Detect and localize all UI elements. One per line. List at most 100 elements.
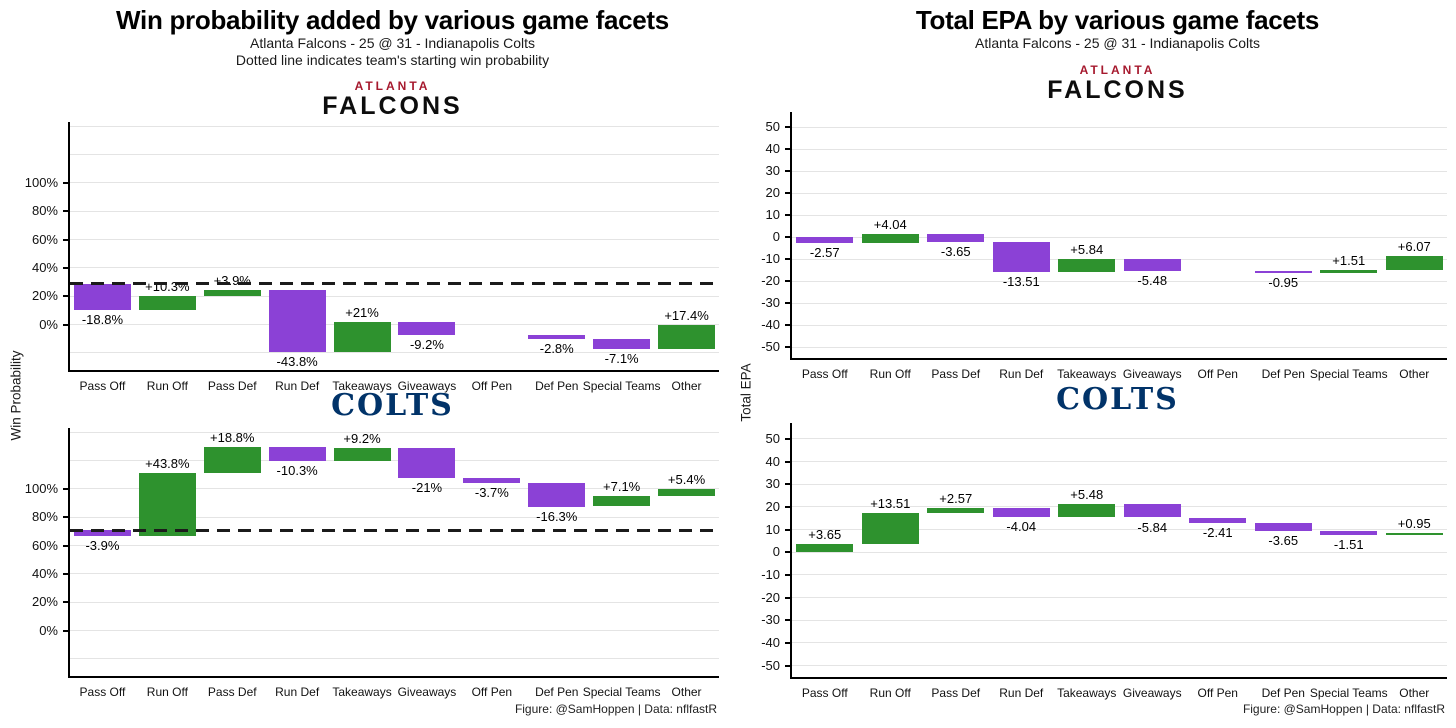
gridline bbox=[70, 154, 719, 156]
y-tick-label: 0% bbox=[39, 622, 58, 638]
gridline bbox=[792, 574, 1447, 576]
starting-win-probability-dashed-line bbox=[70, 528, 719, 532]
gridline bbox=[792, 642, 1447, 644]
x-category-label: Run Off bbox=[146, 379, 188, 393]
wp-y-axis-label: Win Probability bbox=[2, 290, 30, 500]
bar-value-label: +5.4% bbox=[667, 471, 706, 487]
bar bbox=[658, 488, 716, 497]
x-category-label: Run Off bbox=[869, 686, 911, 700]
x-category-label: Pass Off bbox=[801, 367, 848, 381]
x-category-label: Pass Def bbox=[207, 379, 257, 393]
bar bbox=[1123, 258, 1181, 271]
gridline bbox=[70, 239, 719, 241]
y-tick-label: -30 bbox=[761, 612, 780, 628]
bar bbox=[861, 513, 919, 544]
bar-value-label: +0.95 bbox=[1397, 515, 1431, 531]
bar-value-label: +13.51 bbox=[870, 496, 911, 512]
gridline bbox=[792, 258, 1447, 260]
y-tick-mark bbox=[785, 170, 792, 173]
y-tick-mark bbox=[785, 483, 792, 486]
gridline bbox=[792, 214, 1447, 216]
gridline bbox=[70, 573, 719, 575]
x-category-label: Def Pen bbox=[535, 685, 579, 699]
gridline bbox=[792, 170, 1447, 172]
y-tick-mark bbox=[785, 192, 792, 195]
x-category-label: Run Def bbox=[999, 367, 1044, 381]
gridline bbox=[70, 488, 719, 490]
bar bbox=[333, 448, 391, 462]
y-tick-label: 0 bbox=[772, 544, 780, 560]
bar-value-label: +7.1% bbox=[603, 479, 641, 495]
falcons-name-text: FALCONS bbox=[1047, 75, 1188, 104]
y-tick-mark bbox=[785, 664, 792, 667]
falcons-wp-chart: 0% 20% 40% 60% 80% 100% Pass Off -18.8% Run Off +… bbox=[25, 122, 719, 393]
win-probability-panel: Win probability added by various game fa… bbox=[2, 6, 719, 716]
y-tick-mark bbox=[63, 516, 70, 519]
bar bbox=[203, 446, 261, 474]
bar bbox=[658, 324, 716, 350]
epa-y-axis-label: Total EPA bbox=[732, 287, 760, 497]
bar-value-label: -0.95 bbox=[1268, 274, 1299, 290]
y-tick-mark bbox=[785, 505, 792, 508]
wp-header: Win probability added by various game fa… bbox=[68, 6, 717, 70]
y-tick-mark bbox=[63, 323, 70, 326]
bar-value-label: -3.65 bbox=[1268, 533, 1299, 549]
bar bbox=[927, 233, 985, 242]
gridline bbox=[70, 182, 719, 184]
gridline bbox=[792, 597, 1447, 599]
y-tick-mark bbox=[785, 302, 792, 305]
y-tick-label: -40 bbox=[761, 317, 780, 333]
y-tick-label: -40 bbox=[761, 634, 780, 650]
bar bbox=[398, 322, 456, 336]
gridline bbox=[70, 601, 719, 603]
bar bbox=[796, 237, 854, 243]
bar-value-label: +5.84 bbox=[1070, 241, 1104, 257]
x-category-label: Run Def bbox=[275, 379, 320, 393]
y-tick-label: -50 bbox=[761, 339, 780, 355]
gridline bbox=[70, 267, 719, 269]
bar-value-label: -3.65 bbox=[940, 243, 971, 259]
gridline bbox=[792, 148, 1447, 150]
gridline bbox=[792, 665, 1447, 667]
y-tick-label: -50 bbox=[761, 657, 780, 673]
gridline bbox=[792, 529, 1447, 531]
bar-value-label: +18.8% bbox=[210, 429, 255, 445]
gridline bbox=[70, 210, 719, 212]
bar bbox=[73, 283, 131, 311]
bar bbox=[593, 496, 651, 507]
bar bbox=[203, 290, 261, 296]
y-tick-mark bbox=[63, 210, 70, 213]
y-tick-label: 50 bbox=[765, 119, 780, 135]
y-tick-label: 100% bbox=[24, 480, 58, 496]
y-tick-label: 80% bbox=[31, 509, 58, 525]
x-category-label: Pass Def bbox=[931, 367, 981, 381]
y-tick-label: 20% bbox=[31, 594, 58, 610]
gridline bbox=[792, 483, 1447, 485]
gridline bbox=[792, 619, 1447, 621]
bar bbox=[1385, 532, 1443, 535]
y-tick-mark bbox=[63, 487, 70, 490]
x-category-label: Off Pen bbox=[1197, 686, 1238, 700]
y-tick-mark bbox=[785, 346, 792, 349]
y-tick-label: 40% bbox=[31, 565, 58, 581]
gridline bbox=[70, 125, 719, 127]
gridline bbox=[792, 346, 1447, 348]
bar-value-label: +9.2% bbox=[343, 431, 381, 447]
x-category-label: Giveaways bbox=[397, 379, 457, 393]
wp-subtitle-score: Atlanta Falcons - 25 @ 31 - Indianapolis… bbox=[249, 34, 536, 51]
bar-value-label: +6.07 bbox=[1397, 239, 1431, 255]
colts-wordmark: COLTS bbox=[68, 390, 717, 422]
bar bbox=[138, 295, 196, 311]
x-category-label: Off Pen bbox=[471, 685, 513, 699]
bar bbox=[992, 507, 1050, 517]
gridline bbox=[70, 630, 719, 632]
x-category-label: Def Pen bbox=[1261, 367, 1305, 381]
bar bbox=[333, 322, 391, 353]
bar bbox=[528, 335, 586, 340]
bar-value-label: +10.3% bbox=[145, 278, 190, 294]
x-category-label: Run Def bbox=[999, 686, 1044, 700]
y-tick-label: 40% bbox=[31, 259, 58, 275]
bar-value-label: -21% bbox=[411, 480, 443, 496]
x-category-label: Pass Def bbox=[931, 686, 981, 700]
x-category-label: Special Teams bbox=[1309, 367, 1388, 381]
